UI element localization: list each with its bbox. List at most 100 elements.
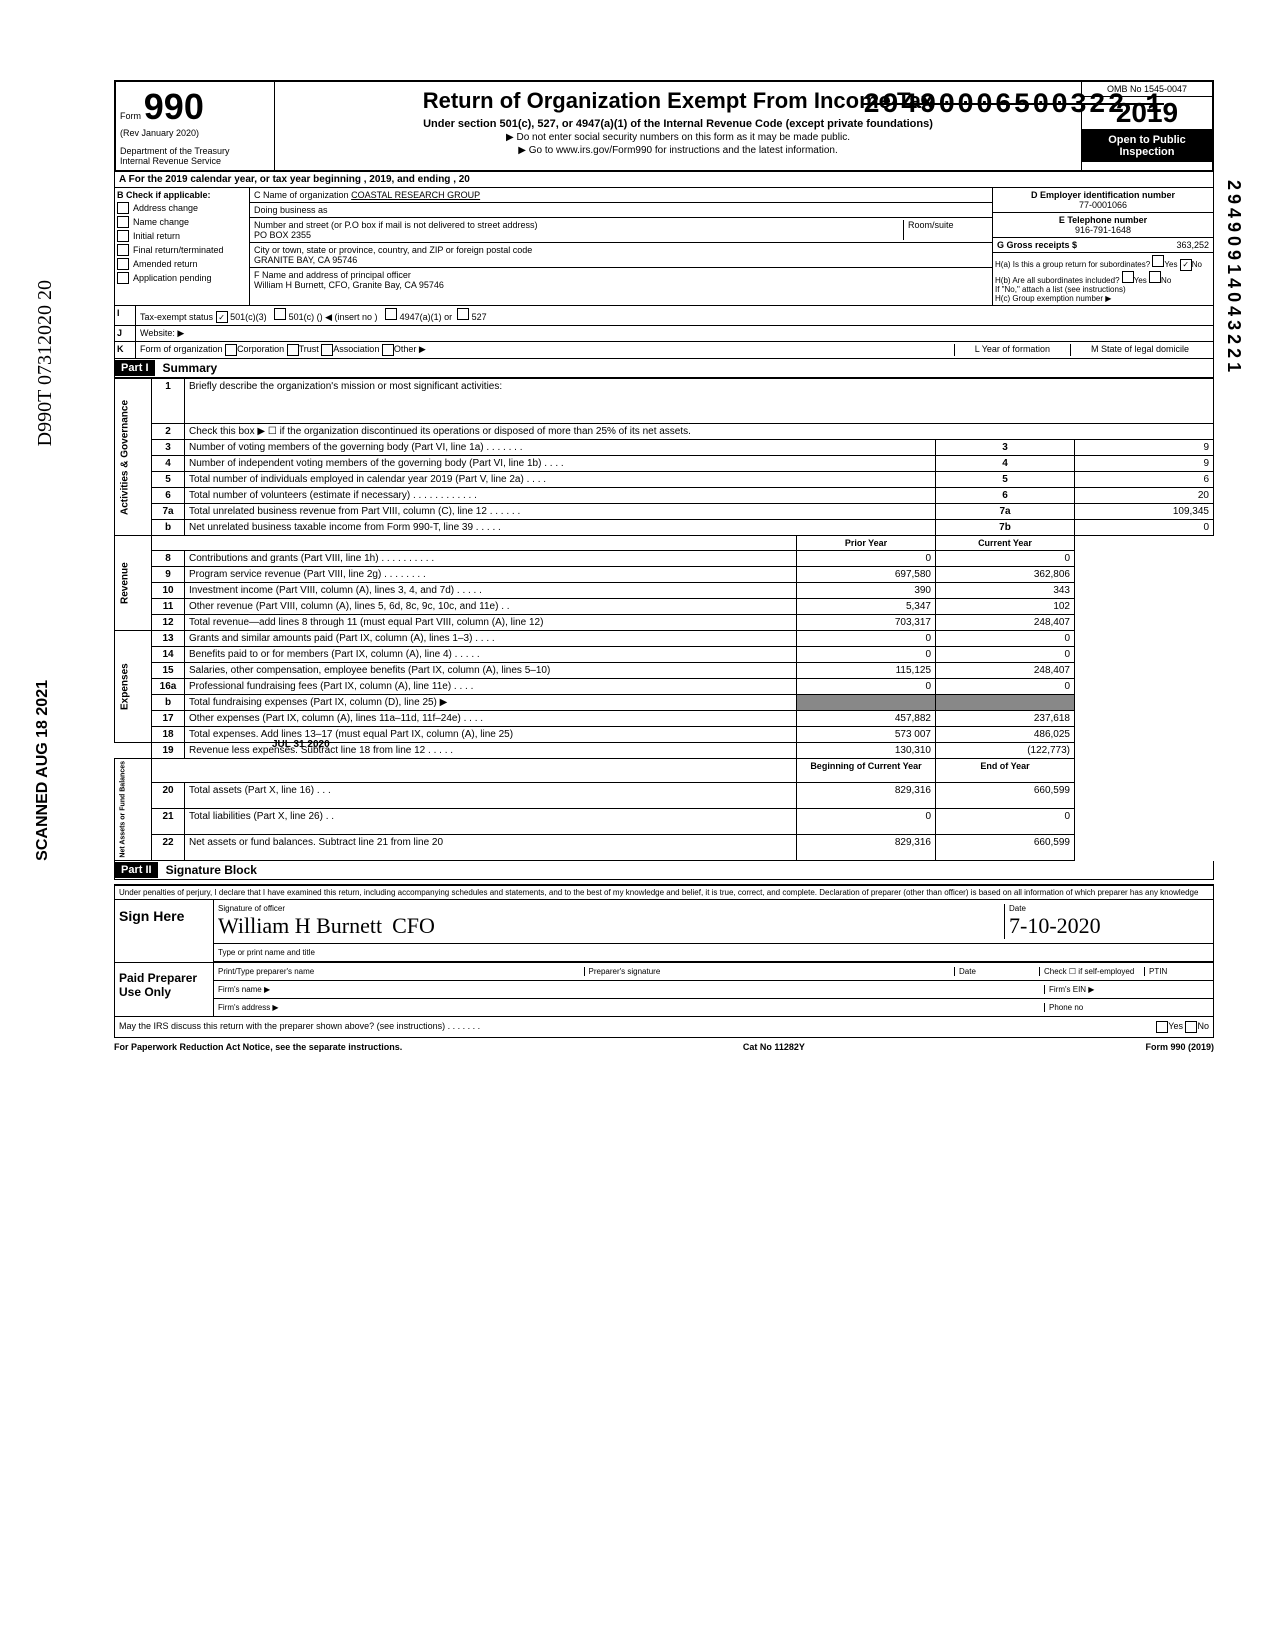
checkbox-final[interactable] [117, 244, 129, 256]
sig-date: 7-10-2020 [1009, 913, 1101, 938]
year-formation: L Year of formation [954, 344, 1070, 356]
phone-label: Phone no [1044, 1003, 1209, 1012]
addr-label: Number and street (or P.O box if mail is… [254, 220, 903, 230]
cb-trust[interactable] [287, 344, 299, 356]
part1-title: Summary [155, 359, 226, 377]
opt-501c3: 501(c)(3) [230, 312, 267, 322]
opt-527: 527 [472, 312, 487, 322]
type-print-label: Type or print name and title [214, 944, 1213, 962]
val-20p: 829,316 [797, 783, 936, 809]
discuss-yes[interactable] [1156, 1021, 1168, 1033]
row-i-label: I [115, 306, 136, 326]
val-7a: 109,345 [1075, 504, 1214, 520]
prep-date-label: Date [954, 967, 1039, 976]
cb-label-3: Final return/terminated [133, 245, 224, 255]
row-j-label: J [115, 326, 136, 341]
val-12c: 248,407 [936, 615, 1075, 631]
city-label: City or town, state or province, country… [254, 245, 988, 255]
cb-label-4: Amended return [133, 259, 198, 269]
line-13: Grants and similar amounts paid (Part IX… [185, 631, 797, 647]
cb-527[interactable] [457, 308, 469, 320]
line-14: Benefits paid to or for members (Part IX… [185, 647, 797, 663]
line-8: Contributions and grants (Part VIII, lin… [185, 551, 797, 567]
row-k-label: K [115, 342, 136, 358]
form-irs: Internal Revenue Service [120, 156, 270, 166]
cb-corp[interactable] [225, 344, 237, 356]
ha-label: H(a) Is this a group return for subordin… [995, 260, 1150, 269]
val-14p: 0 [797, 647, 936, 663]
checkbox-pending[interactable] [117, 272, 129, 284]
val-5: 6 [1075, 472, 1214, 488]
checkbox-name[interactable] [117, 216, 129, 228]
cb-label-5: Application pending [133, 273, 212, 283]
firm-ein-label: Firm's EIN ▶ [1044, 985, 1209, 994]
website-label: Website: ▶ [136, 326, 1213, 341]
hdr-prior: Prior Year [797, 536, 936, 551]
gross-value: 363,252 [1176, 240, 1209, 250]
line-16a: Professional fundraising fees (Part IX, … [185, 679, 797, 695]
form-inst1: ▶ Do not enter social security numbers o… [281, 132, 1075, 143]
hdr-beg: Beginning of Current Year [797, 759, 936, 783]
val-19p: 130,310 [797, 743, 936, 759]
val-6: 20 [1075, 488, 1214, 504]
vert-netassets: Net Assets or Fund Balances [115, 759, 152, 861]
cb-other[interactable] [382, 344, 394, 356]
val-21p: 0 [797, 808, 936, 834]
line-1: Briefly describe the organization's miss… [185, 379, 1214, 424]
val-14c: 0 [936, 647, 1075, 663]
ha-yes[interactable] [1152, 255, 1164, 267]
stamp-number: 29490006500322 1 [863, 90, 1164, 121]
line-16b: Total fundraising expenses (Part IX, col… [185, 695, 797, 711]
col-b-header: B Check if applicable: [117, 190, 247, 200]
discuss-label: May the IRS discuss this return with the… [119, 1021, 1156, 1033]
cb-label-0: Address change [133, 203, 198, 213]
open-public-2: Inspection [1084, 146, 1210, 158]
checkbox-initial[interactable] [117, 230, 129, 242]
val-4: 9 [1075, 456, 1214, 472]
tax-status-label: Tax-exempt status [140, 312, 213, 322]
room-label: Room/suite [903, 220, 988, 240]
state-domicile: M State of legal domicile [1070, 344, 1209, 356]
tel-label: E Telephone number [997, 215, 1209, 225]
shaded-2 [936, 695, 1075, 711]
opt-assoc: Association [333, 344, 379, 356]
val-17c: 237,618 [936, 711, 1075, 727]
val-8p: 0 [797, 551, 936, 567]
checkbox-amended[interactable] [117, 258, 129, 270]
ha-no[interactable]: ✓ [1180, 259, 1192, 271]
cb-assoc[interactable] [321, 344, 333, 356]
line-10: Investment income (Part VIII, column (A)… [185, 583, 797, 599]
signature: William H Burnett [218, 913, 382, 938]
cb-4947[interactable] [385, 308, 397, 320]
firm-name-label: Firm's name ▶ [218, 985, 1044, 994]
ein-value: 77-0001066 [997, 200, 1209, 210]
no-1: No [1192, 260, 1202, 269]
cb-501c[interactable] [274, 308, 286, 320]
line-9: Program service revenue (Part VIII, line… [185, 567, 797, 583]
sig-officer-label: Signature of officer [218, 904, 1004, 913]
yes-2: Yes [1134, 276, 1147, 285]
gross-label: G Gross receipts $ [997, 240, 1077, 250]
checkbox-address[interactable] [117, 202, 129, 214]
part2-label: Part II [115, 862, 158, 878]
hdr-current: Current Year [936, 536, 1075, 551]
discuss-no[interactable] [1185, 1021, 1197, 1033]
val-15p: 115,125 [797, 663, 936, 679]
sig-title: CFO [392, 913, 435, 938]
line-5: Total number of individuals employed in … [185, 472, 936, 488]
val-11c: 102 [936, 599, 1075, 615]
footer-center: Cat No 11282Y [743, 1042, 805, 1052]
open-public-1: Open to Public [1084, 134, 1210, 146]
hdr-end: End of Year [936, 759, 1075, 783]
val-9c: 362,806 [936, 567, 1075, 583]
shaded-1 [797, 695, 936, 711]
cb-label-2: Initial return [133, 231, 180, 241]
hb-no[interactable] [1149, 271, 1161, 283]
hb-yes[interactable] [1122, 271, 1134, 283]
opt-501c: 501(c) ( [289, 312, 320, 322]
form-rev: (Rev January 2020) [120, 128, 270, 138]
val-16ap: 0 [797, 679, 936, 695]
cb-501c3[interactable]: ✓ [216, 311, 228, 323]
val-7b: 0 [1075, 520, 1214, 536]
line-7a: Total unrelated business revenue from Pa… [185, 504, 936, 520]
